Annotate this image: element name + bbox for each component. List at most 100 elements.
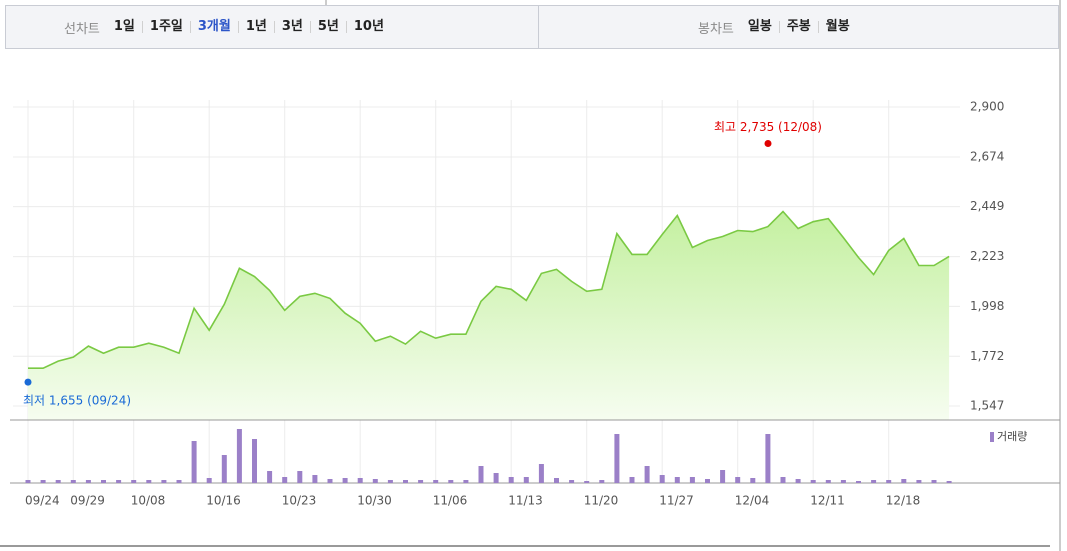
volume-bar <box>871 480 877 483</box>
volume-bar <box>614 434 620 483</box>
volume-bar <box>644 466 650 483</box>
volume-bar <box>584 481 590 483</box>
period-option[interactable]: 일봉 <box>747 19 772 34</box>
volume-bar <box>705 479 710 483</box>
volume-bar <box>448 480 454 483</box>
price-area <box>28 211 950 420</box>
volume-bar <box>659 475 665 483</box>
annotation-dot <box>24 378 32 386</box>
volume-bar <box>599 480 605 483</box>
x-tick-label: 10/08 <box>131 494 166 508</box>
candle-chart-label[interactable]: 봉차트 <box>698 21 734 37</box>
volume-bar <box>25 480 31 483</box>
legend-label: 거래량 <box>997 430 1027 443</box>
period-option[interactable]: 3개월 <box>189 20 238 33</box>
y-tick-label: 2,674 <box>970 149 1004 163</box>
y-tick-label: 2,449 <box>970 199 1004 213</box>
x-tick-label: 09/24 <box>25 494 60 508</box>
period-option[interactable]: 1년 <box>237 20 274 33</box>
x-tick-label: 09/29 <box>70 494 105 508</box>
volume-bar <box>70 480 76 483</box>
volume-bar <box>206 478 212 483</box>
period-option[interactable]: 1주일 <box>141 20 190 33</box>
x-tick-label: 10/16 <box>206 494 241 508</box>
volume-bar <box>856 481 861 483</box>
volume-bar <box>795 479 801 483</box>
volume-bar <box>840 480 846 483</box>
volume-bar <box>886 480 892 483</box>
volume-bar <box>901 479 907 483</box>
volume-bar <box>101 480 106 483</box>
volume-bar <box>478 466 484 483</box>
y-tick-label: 2,900 <box>970 100 1004 114</box>
volume-bar <box>463 480 469 483</box>
line-chart-label[interactable]: 선차트 <box>64 21 100 37</box>
toolbar: 선차트 1일 1주일 3개월 1년 3년 5년 10년 봉차트 일봉 주봉 월봉 <box>5 5 1059 49</box>
volume-bar <box>267 471 273 483</box>
line-chart-group: 선차트 1일 1주일 3개월 1년 3년 5년 10년 <box>64 6 391 48</box>
volume-bar <box>931 480 937 483</box>
volume-bar <box>236 429 242 483</box>
period-option[interactable]: 10년 <box>345 20 391 33</box>
period-option[interactable]: 월봉 <box>817 20 857 33</box>
x-tick-label: 10/30 <box>357 494 392 508</box>
volume-bar <box>569 480 575 483</box>
y-tick-label: 2,223 <box>970 249 1004 263</box>
period-option[interactable]: 3년 <box>273 20 310 33</box>
volume-bar <box>735 477 741 483</box>
x-tick-label: 11/27 <box>659 494 694 508</box>
volume-bar <box>674 477 680 483</box>
divider <box>538 6 539 48</box>
volume-bar <box>538 464 544 483</box>
volume-bar <box>720 470 726 483</box>
period-option[interactable]: 주봉 <box>778 20 818 33</box>
volume-bar <box>176 480 182 483</box>
volume-bar <box>946 481 952 483</box>
period-option[interactable]: 1일 <box>113 19 135 34</box>
volume-bar <box>780 477 786 483</box>
annotation-label: 최고 2,735 (12/08) <box>714 120 822 134</box>
volume-bar <box>297 471 303 483</box>
volume-bar <box>146 480 152 483</box>
y-tick-label: 1,547 <box>970 399 1004 413</box>
volume-bar <box>55 480 61 483</box>
volume-bar <box>131 480 137 483</box>
legend-swatch <box>990 432 994 442</box>
volume-bar <box>750 478 756 483</box>
volume-bar <box>387 480 393 483</box>
volume-bar <box>312 475 318 483</box>
volume-bar <box>40 480 46 483</box>
period-option[interactable]: 5년 <box>309 20 346 33</box>
x-tick-label: 12/18 <box>886 494 921 508</box>
annotation-dot <box>764 139 772 147</box>
volume-bar <box>689 477 695 483</box>
volume-bar <box>916 480 922 483</box>
volume-bar <box>508 477 514 483</box>
x-tick-label: 11/20 <box>584 494 619 508</box>
volume-bar <box>116 480 122 483</box>
x-tick-label: 12/11 <box>810 494 845 508</box>
x-tick-label: 10/23 <box>282 494 317 508</box>
volume-bar <box>357 478 363 483</box>
volume-bar <box>825 480 831 483</box>
y-tick-label: 1,998 <box>970 299 1004 313</box>
volume-bar <box>191 441 197 483</box>
candle-chart-group: 봉차트 일봉 주봉 월봉 <box>698 6 857 48</box>
y-tick-label: 1,772 <box>970 349 1004 363</box>
annotation-label: 최저 1,655 (09/24) <box>23 394 131 408</box>
price-line <box>28 210 950 369</box>
volume-bar <box>810 480 816 483</box>
volume-bar <box>418 480 424 483</box>
volume-bar <box>221 455 227 483</box>
volume-bar <box>161 480 167 483</box>
volume-bar <box>554 478 559 483</box>
volume-bar <box>403 480 408 483</box>
volume-bar <box>282 477 288 483</box>
volume-bar <box>523 477 529 483</box>
volume-bar <box>327 479 333 483</box>
volume-bar <box>372 479 378 483</box>
volume-bar <box>85 480 91 483</box>
x-tick-label: 11/13 <box>508 494 543 508</box>
